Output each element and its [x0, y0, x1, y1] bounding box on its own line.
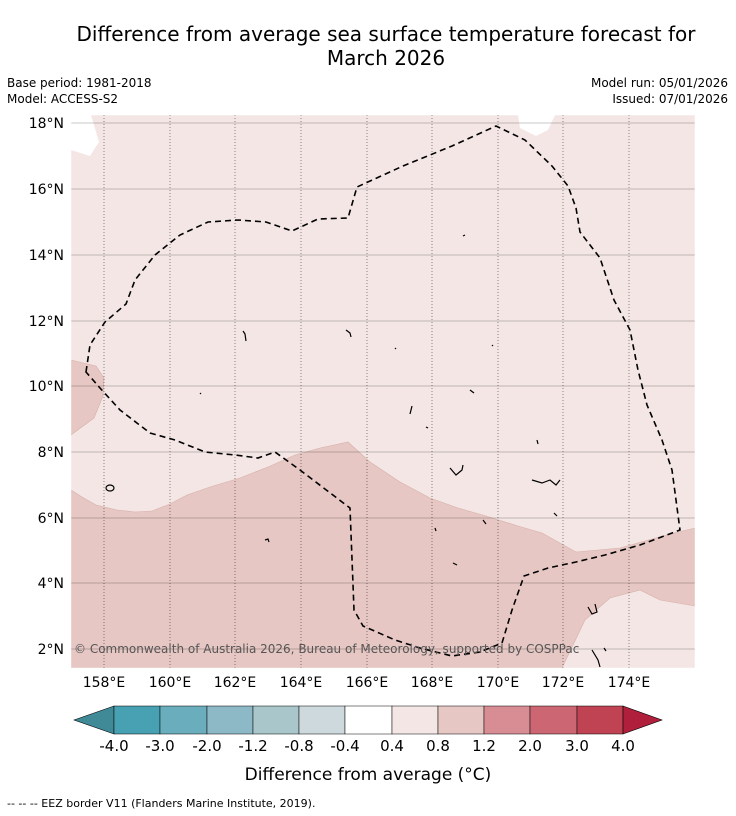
colorbar-segment: [529, 705, 578, 735]
anomaly-region-south: [71, 441, 695, 668]
lon-label: 174°E: [608, 675, 651, 691]
colorbar-tick-label: -4.0: [99, 737, 128, 755]
colorbar-segment: [298, 705, 346, 735]
eez-legend-note: -- -- -- EEZ border V11 (Flanders Marine…: [7, 797, 316, 810]
lon-label: 160°E: [149, 675, 192, 691]
colorbar-tick-label: -0.8: [284, 737, 313, 755]
copyright-text: © Commonwealth of Australia 2026, Bureau…: [74, 642, 579, 656]
colorbar-tick-label: 3.0: [565, 737, 589, 755]
lon-label: 172°E: [542, 675, 585, 691]
lat-label: 10°N: [29, 379, 64, 395]
lon-label: 170°E: [477, 675, 520, 691]
meta-left: Base period: 1981-2018 Model: ACCESS-S2: [7, 75, 152, 107]
lon-label: 166°E: [346, 675, 389, 691]
colorbar-segment: [206, 705, 254, 735]
lat-label: 18°N: [29, 116, 64, 132]
meta-right: Model run: 05/01/2026 Issued: 07/01/2026: [591, 75, 728, 107]
colorbar-tick-label: -1.2: [238, 737, 267, 755]
model-text: Model: ACCESS-S2: [7, 92, 119, 106]
lat-label: 14°N: [29, 248, 64, 264]
model-run-text: Model run: 05/01/2026: [590, 76, 728, 90]
colorbar-tick-label: -0.4: [330, 737, 359, 755]
island-outlines: [105, 234, 607, 668]
map-title-line-2: March 2026: [326, 46, 446, 70]
map-title-line-1: Difference from average sea surface temp…: [76, 22, 696, 46]
lon-label: 168°E: [411, 675, 454, 691]
colorbar-segment: [437, 705, 485, 735]
lat-label: 4°N: [38, 576, 64, 592]
latitude-labels: 18°N 16°N 14°N 12°N 10°N 8°N 6°N 4°N 2°N: [29, 116, 64, 658]
neutral-patch-northwest: [71, 115, 99, 156]
lat-label: 6°N: [38, 511, 64, 527]
neutral-patch-north: [518, 115, 555, 136]
colorbar-tick-label: 4.0: [611, 737, 635, 755]
longitude-gridlines: [103, 115, 630, 668]
longitude-labels: 158°E 160°E 162°E 164°E 166°E 168°E 170°…: [83, 675, 651, 691]
colorbar-tick-label: -2.0: [192, 737, 221, 755]
colorbar-extend-low: [73, 705, 115, 735]
lon-label: 162°E: [214, 675, 257, 691]
eez-border: [85, 125, 681, 657]
colorbar-segment: [113, 705, 161, 735]
issued-text: Issued: 07/01/2026: [612, 92, 728, 106]
colorbar-segment: [576, 705, 624, 735]
latitude-gridlines: [71, 122, 695, 650]
colorbar-segment: [483, 705, 531, 735]
colorbar-tick-label: 0.8: [426, 737, 450, 755]
lat-label: 12°N: [29, 314, 64, 330]
colorbar-extend-high: [622, 705, 663, 735]
colorbar-segment: [391, 705, 439, 735]
colorbar: [73, 705, 663, 735]
colorbar-tick-label: -3.0: [145, 737, 174, 755]
colorbar-tick-label: 0.4: [380, 737, 404, 755]
lat-label: 16°N: [29, 182, 64, 198]
colorbar-segment: [344, 705, 393, 735]
lon-label: 164°E: [280, 675, 323, 691]
colorbar-tick-label: 2.0: [518, 737, 542, 755]
base-period-text: Base period: 1981-2018: [7, 76, 152, 90]
map-area: [71, 115, 695, 668]
map-frame: [70, 114, 696, 669]
anomaly-region-west: [71, 359, 105, 436]
colorbar-tick-labels: -4.0 -3.0 -2.0 -1.2 -0.8 -0.4 0.4 0.8 1.2 2.0 3.0 4…: [99, 737, 635, 755]
lon-label: 158°E: [83, 675, 126, 691]
colorbar-segment: [159, 705, 208, 735]
map-title: Difference from average sea surface temp…: [0, 22, 736, 70]
lat-label: 2°N: [38, 642, 64, 658]
colorbar-tick-label: 1.2: [472, 737, 496, 755]
lat-label: 8°N: [38, 445, 64, 461]
colorbar-segment: [252, 705, 300, 735]
colorbar-label: Difference from average (°C): [245, 765, 492, 785]
